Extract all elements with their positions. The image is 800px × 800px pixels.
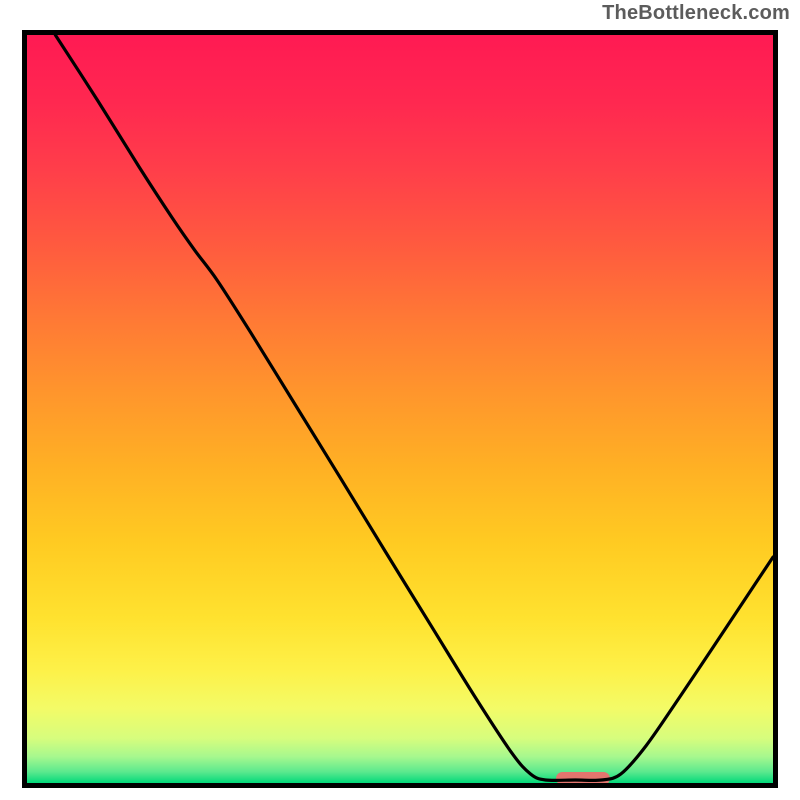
chart-frame (22, 30, 778, 788)
watermark-label: TheBottleneck.com (602, 2, 790, 25)
